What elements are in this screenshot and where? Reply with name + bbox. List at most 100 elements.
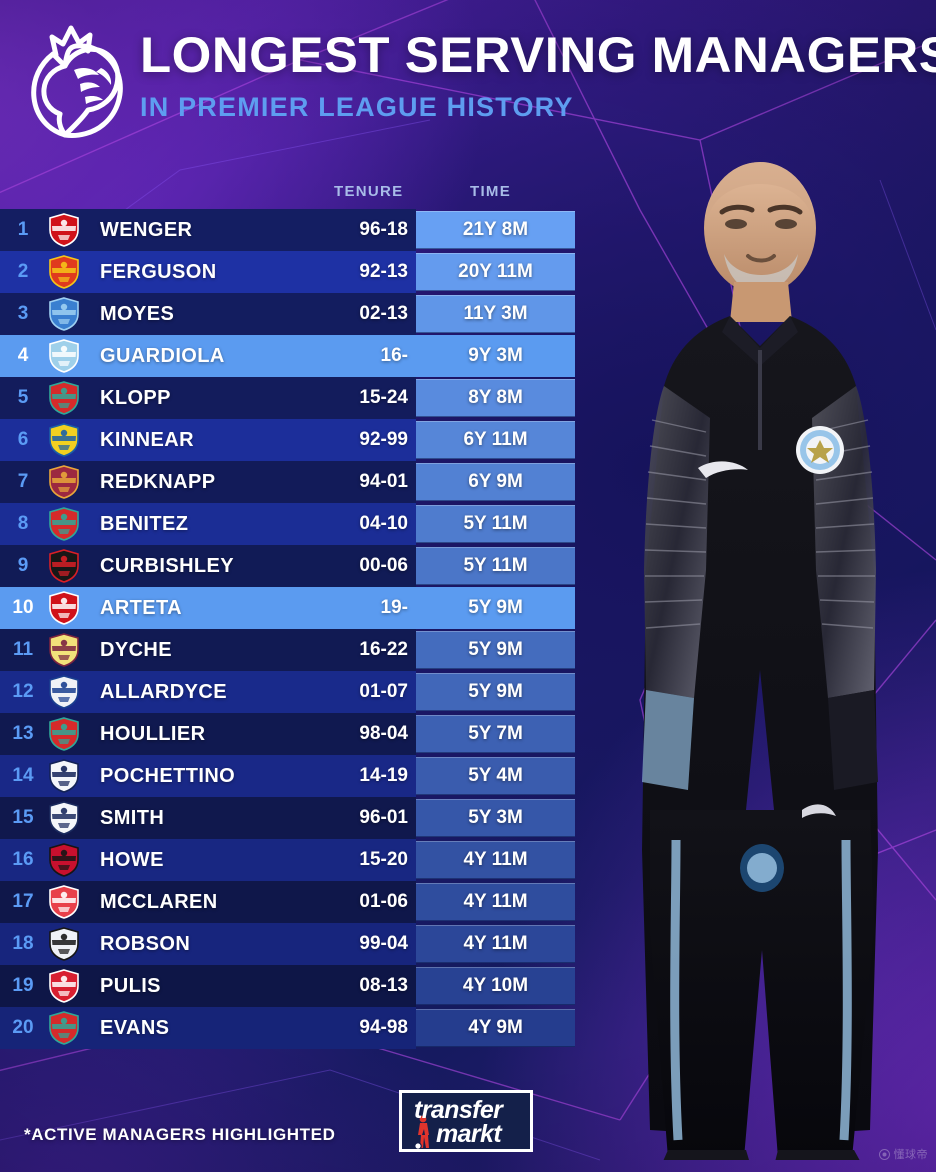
row-left-cell: 9 CURBISHLEY 00-06 bbox=[0, 545, 416, 587]
row-tenure: 19- bbox=[380, 597, 408, 618]
table-row: 16 HOWE 15-20 4Y 11M bbox=[0, 839, 575, 881]
row-time-cell: 6Y 11M bbox=[416, 421, 575, 459]
row-left-cell: 12 ALLARDYCE 01-07 bbox=[0, 671, 416, 713]
club-badge-icon bbox=[46, 591, 82, 625]
row-time: 5Y 7M bbox=[468, 723, 523, 744]
club-badge-icon bbox=[46, 759, 82, 793]
table-row: 17 MCCLAREN 01-06 4Y 11M bbox=[0, 881, 575, 923]
row-time: 4Y 10M bbox=[462, 975, 529, 996]
transfermarkt-word-1: transfer bbox=[414, 1096, 503, 1124]
row-manager-name: ALLARDYCE bbox=[100, 680, 227, 703]
row-rank: 3 bbox=[17, 303, 29, 324]
row-time: 11Y 3M bbox=[463, 303, 528, 324]
row-time: 5Y 4M bbox=[468, 765, 523, 786]
row-tenure: 16- bbox=[380, 345, 408, 366]
table-row: 5 KLOPP 15-24 8Y 8M bbox=[0, 377, 575, 419]
club-badge-icon bbox=[46, 717, 82, 751]
row-time-cell: 5Y 7M bbox=[416, 715, 575, 753]
watermark-text: 懂球帝 bbox=[893, 1149, 928, 1161]
club-badge-icon bbox=[46, 633, 82, 667]
row-time: 21Y 8M bbox=[462, 219, 529, 240]
row-time-cell: 20Y 11M bbox=[416, 253, 575, 291]
row-tenure: 01-07 bbox=[359, 681, 408, 702]
row-manager-name: MOYES bbox=[100, 302, 175, 325]
row-left-cell: 7 REDKNAPP 94-01 bbox=[0, 461, 416, 503]
row-time-cell: 5Y 9M bbox=[416, 673, 575, 711]
row-tenure: 15-20 bbox=[359, 849, 408, 870]
club-badge-icon bbox=[46, 381, 82, 415]
table-row: 1 WENGER 96-18 21Y 8M bbox=[0, 209, 575, 251]
row-time: 4Y 11M bbox=[463, 849, 528, 870]
club-badge-icon bbox=[46, 843, 82, 877]
row-time-cell: 5Y 11M bbox=[416, 547, 575, 585]
row-manager-name: GUARDIOLA bbox=[100, 344, 225, 367]
row-rank: 19 bbox=[12, 975, 34, 996]
row-tenure: 08-13 bbox=[359, 975, 408, 996]
row-left-cell: 5 KLOPP 15-24 bbox=[0, 377, 416, 419]
row-rank: 1 bbox=[17, 219, 29, 240]
row-left-cell: 2 FERGUSON 92-13 bbox=[0, 251, 416, 293]
club-badge-icon bbox=[46, 465, 82, 499]
table-row: 9 CURBISHLEY 00-06 5Y 11M bbox=[0, 545, 575, 587]
row-time-cell: 5Y 9M bbox=[416, 631, 575, 669]
footnote: *ACTIVE MANAGERS HIGHLIGHTED bbox=[24, 1125, 336, 1144]
table-row: 7 REDKNAPP 94-01 6Y 9M bbox=[0, 461, 575, 503]
row-rank: 12 bbox=[12, 681, 34, 702]
row-tenure: 96-18 bbox=[359, 219, 408, 240]
row-manager-name: CURBISHLEY bbox=[100, 554, 235, 577]
table-row: 15 SMITH 96-01 5Y 3M bbox=[0, 797, 575, 839]
table-row: 10 ARTETA 19- 5Y 9M bbox=[0, 587, 575, 629]
table-row: 18 ROBSON 99-04 4Y 11M bbox=[0, 923, 575, 965]
column-headers: TENURE TIME bbox=[0, 179, 575, 209]
row-time-cell: 9Y 3M bbox=[416, 337, 575, 375]
club-badge-icon bbox=[46, 213, 82, 247]
row-left-cell: 11 DYCHE 16-22 bbox=[0, 629, 416, 671]
row-tenure: 94-01 bbox=[359, 471, 408, 492]
row-left-cell: 4 GUARDIOLA 16- bbox=[0, 335, 575, 377]
row-left-cell: 20 EVANS 94-98 bbox=[0, 1007, 416, 1049]
row-time: 9Y 3M bbox=[468, 345, 523, 366]
row-time: 6Y 9M bbox=[468, 471, 523, 492]
row-time-cell: 6Y 9M bbox=[416, 463, 575, 501]
guardiola-photo bbox=[602, 150, 936, 1172]
row-time: 8Y 8M bbox=[468, 387, 523, 408]
row-time-cell: 4Y 10M bbox=[416, 967, 575, 1005]
table-row: 20 EVANS 94-98 4Y 9M bbox=[0, 1007, 575, 1049]
row-time-cell: 11Y 3M bbox=[416, 295, 575, 333]
row-tenure: 04-10 bbox=[359, 513, 408, 534]
row-time-cell: 4Y 11M bbox=[416, 883, 575, 921]
row-tenure: 01-06 bbox=[359, 891, 408, 912]
row-tenure: 92-99 bbox=[359, 429, 408, 450]
row-rank: 15 bbox=[12, 807, 34, 828]
club-badge-icon bbox=[46, 549, 82, 583]
row-rank: 11 bbox=[12, 639, 34, 660]
row-time: 20Y 11M bbox=[458, 261, 533, 282]
row-rank: 16 bbox=[12, 849, 34, 870]
row-manager-name: REDKNAPP bbox=[100, 470, 216, 493]
row-time: 5Y 9M bbox=[468, 597, 523, 618]
row-time: 5Y 11M bbox=[463, 555, 528, 576]
row-rank: 5 bbox=[17, 387, 29, 408]
managers-table: 1 WENGER 96-18 21Y 8M 2 FERGUSON 92-13 20Y 11M 3… bbox=[0, 209, 575, 1049]
row-time: 6Y 11M bbox=[463, 429, 528, 450]
row-left-cell: 8 BENITEZ 04-10 bbox=[0, 503, 416, 545]
club-badge-icon bbox=[46, 675, 82, 709]
row-rank: 17 bbox=[12, 891, 34, 912]
page-subtitle: IN PREMIER LEAGUE HISTORY bbox=[140, 92, 574, 122]
row-rank: 6 bbox=[17, 429, 29, 450]
watermark-icon bbox=[878, 1148, 890, 1160]
row-manager-name: PULIS bbox=[100, 974, 161, 997]
club-badge-icon bbox=[46, 801, 82, 835]
row-manager-name: HOWE bbox=[100, 848, 164, 871]
header: LONGEST SERVING MANAGERS IN PREMIER LEAG… bbox=[0, 0, 936, 160]
row-manager-name: POCHETTINO bbox=[100, 764, 236, 787]
row-rank: 8 bbox=[17, 513, 29, 534]
row-left-cell: 14 POCHETTINO 14-19 bbox=[0, 755, 416, 797]
row-manager-name: FERGUSON bbox=[100, 260, 217, 283]
row-manager-name: SMITH bbox=[100, 806, 165, 829]
row-time: 4Y 11M bbox=[463, 891, 528, 912]
row-tenure: 00-06 bbox=[359, 555, 408, 576]
row-time-cell: 21Y 8M bbox=[416, 211, 575, 249]
row-time: 5Y 3M bbox=[468, 807, 523, 828]
column-header-tenure: TENURE bbox=[334, 183, 404, 200]
